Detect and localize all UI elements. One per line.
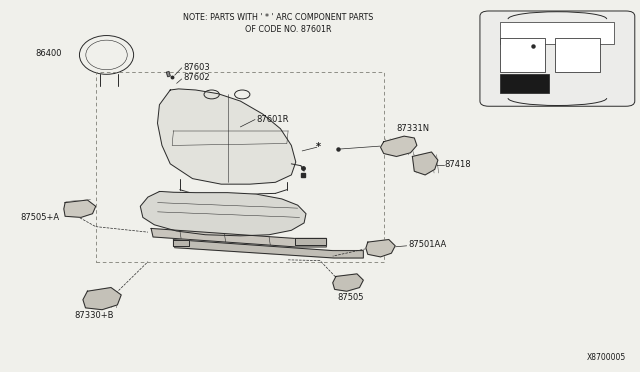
Text: 87418: 87418	[444, 160, 471, 169]
Polygon shape	[83, 288, 121, 310]
Text: 87505: 87505	[337, 293, 364, 302]
Text: 87330+B: 87330+B	[75, 311, 114, 320]
Polygon shape	[294, 238, 326, 245]
Polygon shape	[173, 240, 364, 258]
FancyBboxPatch shape	[500, 22, 614, 44]
Text: 87505+A: 87505+A	[20, 213, 60, 222]
Text: *: *	[316, 142, 321, 152]
Bar	[555, 38, 600, 71]
Polygon shape	[381, 136, 417, 157]
Text: 87601R: 87601R	[256, 115, 289, 124]
Text: 87603: 87603	[183, 63, 210, 72]
FancyBboxPatch shape	[480, 11, 635, 106]
Text: X8700005: X8700005	[587, 353, 626, 362]
Polygon shape	[412, 152, 438, 175]
Polygon shape	[157, 89, 296, 184]
Polygon shape	[64, 200, 96, 217]
Text: 87602: 87602	[183, 73, 210, 82]
Bar	[500, 74, 548, 93]
Bar	[500, 38, 545, 71]
Polygon shape	[166, 71, 170, 77]
Text: 86400: 86400	[35, 49, 62, 58]
Polygon shape	[366, 240, 395, 257]
Text: 87331N: 87331N	[396, 124, 429, 133]
Polygon shape	[333, 274, 364, 291]
Text: NOTE: PARTS WITH ' * ' ARC COMPONENT PARTS
        OF CODE NO. 87601R: NOTE: PARTS WITH ' * ' ARC COMPONENT PAR…	[184, 13, 374, 34]
Polygon shape	[173, 240, 189, 246]
Text: 87501AA: 87501AA	[408, 240, 446, 249]
Polygon shape	[151, 228, 326, 247]
Polygon shape	[140, 192, 306, 236]
